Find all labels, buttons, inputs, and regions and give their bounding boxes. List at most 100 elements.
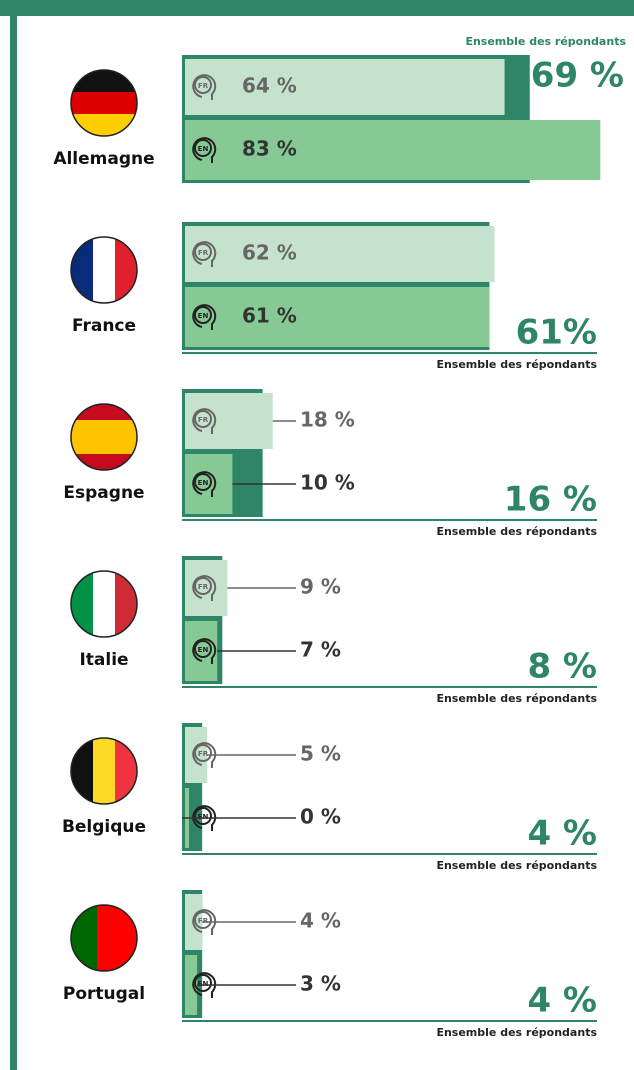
icon-circle — [194, 577, 212, 595]
overall-name: Ensemble des répondants — [436, 1026, 597, 1039]
icon-text: EN — [198, 813, 209, 821]
icon-circle — [194, 640, 212, 658]
flag-stripe — [71, 92, 137, 115]
country-name: Italie — [79, 650, 128, 670]
lang-icon: EN — [192, 638, 217, 664]
icon-circle — [194, 76, 212, 94]
flag-stripe — [115, 237, 137, 303]
icon-circle — [194, 807, 212, 825]
bar — [185, 120, 601, 180]
value-label: 5 % — [300, 742, 341, 766]
lang-icon: FR — [192, 241, 217, 267]
icon-circle — [194, 744, 212, 762]
icon-bubble — [192, 304, 217, 330]
overall-name: Ensemble des répondants — [436, 692, 597, 705]
icon-text: FR — [198, 416, 209, 424]
icon-bubble — [192, 241, 217, 267]
flag-border — [70, 737, 138, 805]
flag-stripe — [71, 571, 94, 637]
icon-circle — [194, 410, 212, 428]
frame-top — [0, 0, 634, 16]
lang-icon: FR — [192, 742, 217, 768]
country-name: Portugal — [63, 984, 145, 1004]
icon-text: EN — [198, 479, 209, 487]
flag — [71, 237, 137, 303]
value-label: 83 % — [242, 137, 297, 161]
frame-left — [10, 0, 17, 1070]
bar — [185, 59, 505, 115]
icon-text: FR — [198, 583, 209, 591]
flag-stripe — [71, 454, 137, 470]
bar — [185, 621, 218, 681]
flag-stripe — [93, 571, 116, 637]
lang-icon: FR — [192, 575, 217, 601]
lang-icon: EN — [192, 471, 217, 497]
value-label: 9 % — [300, 575, 341, 599]
bar — [185, 393, 273, 449]
lang-icon: EN — [192, 304, 217, 330]
overall-value: 4 % — [527, 981, 597, 1021]
overall-value: 61% — [516, 313, 597, 353]
lang-icon: FR — [192, 909, 217, 935]
icon-bubble — [192, 742, 217, 768]
icon-bubble — [192, 805, 217, 831]
overall-name: Ensemble des répondants — [436, 859, 597, 872]
flag-stripe — [71, 114, 137, 136]
icon-text: EN — [198, 145, 209, 153]
icon-bubble — [192, 137, 217, 163]
icon-bubble — [192, 972, 217, 998]
value-label: 7 % — [300, 638, 341, 662]
flag-border — [70, 69, 138, 137]
icon-circle — [194, 139, 212, 157]
flag-stripe — [115, 571, 137, 637]
icon-text: EN — [198, 980, 209, 988]
country-name: Espagne — [63, 483, 144, 503]
bar — [185, 287, 490, 347]
value-label: 3 % — [300, 972, 341, 996]
icon-circle — [194, 911, 212, 929]
lang-icon: FR — [192, 74, 217, 100]
icon-bubble — [192, 74, 217, 100]
icon-circle — [194, 974, 212, 992]
flag-stripe — [71, 738, 94, 804]
bar — [185, 226, 495, 282]
flag-stripe — [71, 404, 137, 420]
lang-icon: EN — [192, 805, 217, 831]
overall-name: Ensemble des répondants — [436, 358, 597, 371]
icon-text: EN — [198, 312, 209, 320]
overall-name: Ensemble des répondants — [465, 35, 626, 48]
flag-stripe — [97, 905, 137, 971]
flag-border — [70, 236, 138, 304]
value-label: 61 % — [242, 304, 297, 328]
country-name: Belgique — [62, 817, 146, 837]
lang-icon: FR — [192, 408, 217, 434]
value-label: 18 % — [300, 408, 355, 432]
flag-stripe — [71, 905, 97, 971]
country-name: France — [72, 316, 136, 336]
flag-stripe — [93, 738, 116, 804]
flag-stripe — [115, 738, 137, 804]
icon-bubble — [192, 471, 217, 497]
overall-value: 4 % — [527, 814, 597, 854]
icon-text: FR — [198, 917, 209, 925]
flag — [71, 738, 137, 804]
flag-border — [70, 403, 138, 471]
country-name: Allemagne — [53, 149, 154, 169]
icon-bubble — [192, 575, 217, 601]
icon-bubble — [192, 408, 217, 434]
lang-icon: EN — [192, 972, 217, 998]
icon-circle — [194, 243, 212, 261]
overall-value: 69 % — [531, 56, 624, 96]
value-label: 10 % — [300, 471, 355, 495]
overall-name: Ensemble des répondants — [436, 525, 597, 538]
icon-text: FR — [198, 82, 209, 90]
flag-stripe — [93, 237, 116, 303]
value-label: 64 % — [242, 74, 297, 98]
lang-icon: EN — [192, 137, 217, 163]
icon-text: FR — [198, 249, 209, 257]
overall-value: 8 % — [527, 647, 597, 687]
icon-text: FR — [198, 750, 209, 758]
overall-value: 16 % — [504, 480, 597, 520]
flag-stripe — [71, 237, 94, 303]
